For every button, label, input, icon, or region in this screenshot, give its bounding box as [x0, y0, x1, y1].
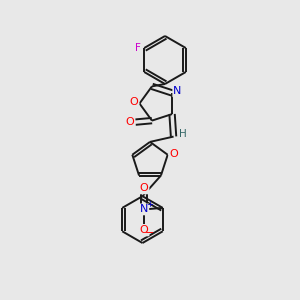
Text: O: O — [140, 183, 148, 194]
Text: O: O — [140, 225, 148, 236]
Text: F: F — [135, 43, 141, 53]
Text: O: O — [169, 149, 178, 159]
Text: N: N — [140, 204, 148, 214]
Text: +: + — [146, 200, 153, 209]
Text: O: O — [126, 117, 134, 127]
Text: N: N — [173, 86, 181, 96]
Text: −: − — [145, 228, 154, 238]
Text: H: H — [179, 129, 187, 139]
Text: O: O — [130, 97, 139, 107]
